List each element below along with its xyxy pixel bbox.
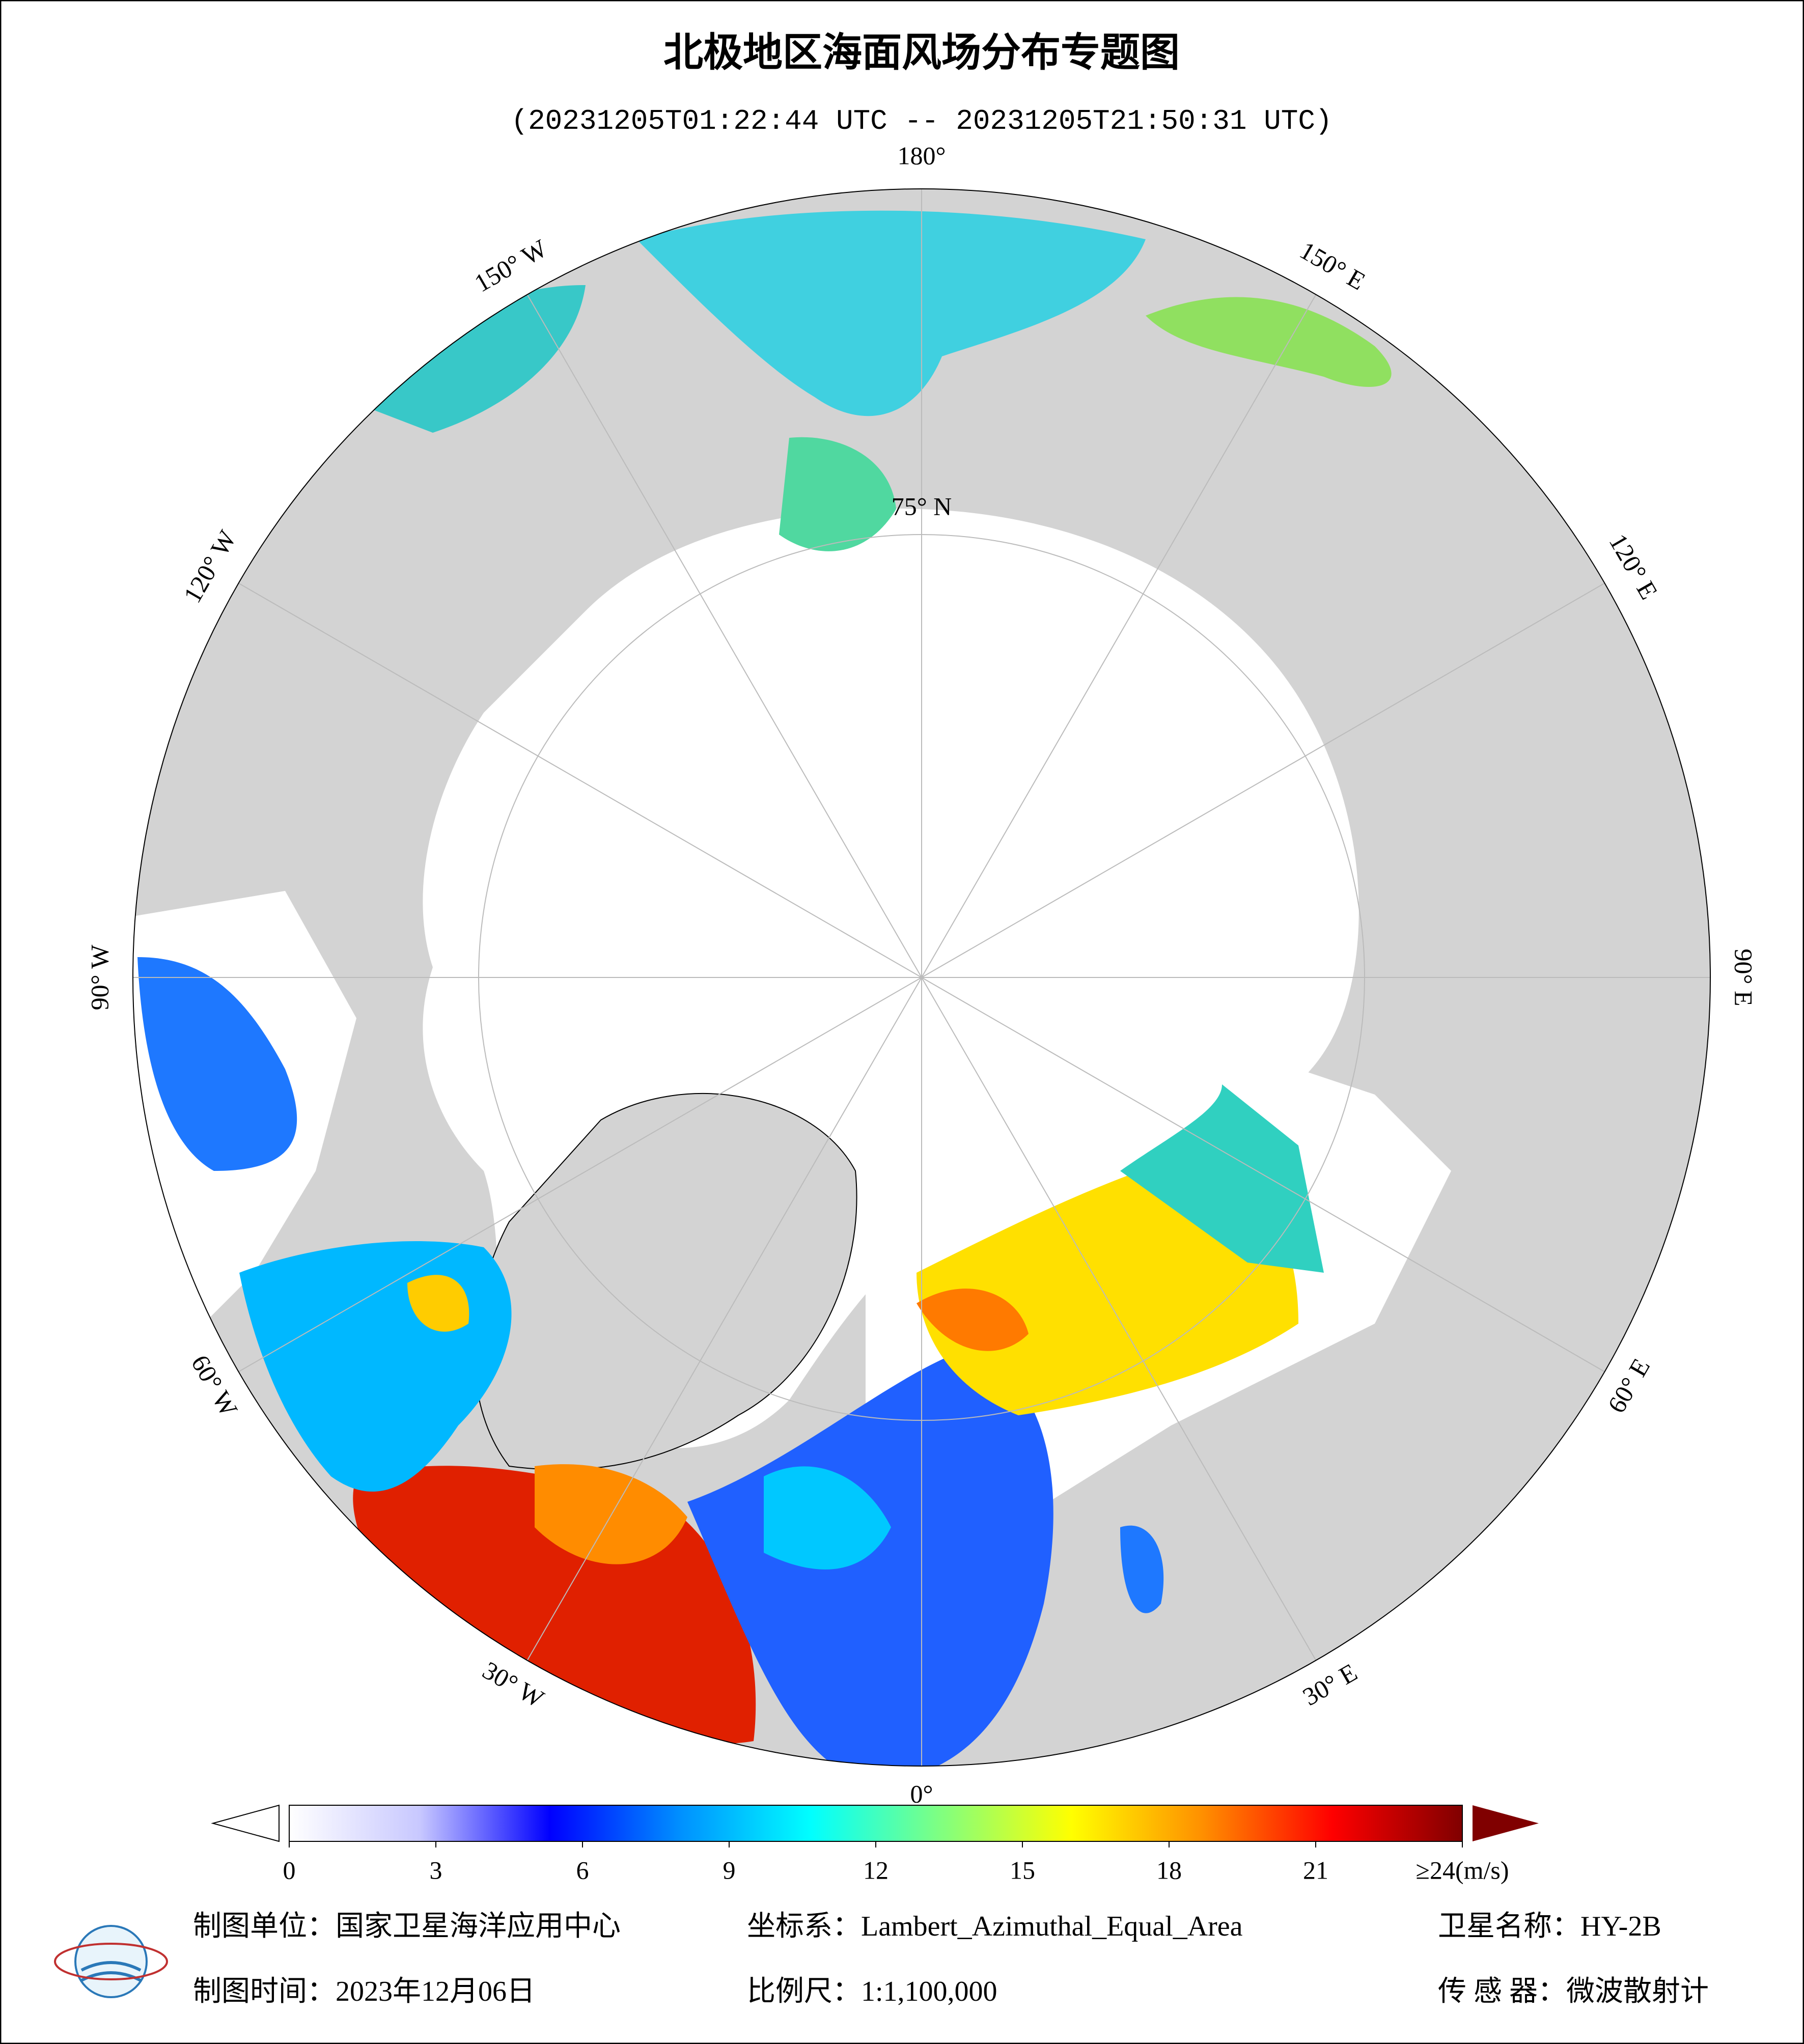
colorbar-tick-label: 18 [1156,1856,1182,1884]
colorbar-tick-label: 15 [1010,1856,1035,1884]
meridian [238,582,922,978]
meridian [921,294,1317,978]
logo-orbit [54,1943,168,1980]
wind-field [917,1289,1029,1351]
colorbar-tick-label: 12 [863,1856,889,1884]
colorbar-tick-label: 9 [723,1856,736,1884]
wind-field [535,1464,687,1564]
map-title: 北极地区海面风场分布专题图 [663,30,1180,75]
colorbar-tick-label: 0 [283,1856,296,1884]
longitude-label: 180° [898,141,946,170]
latitude-label: 75° N [892,492,952,520]
meridian [526,977,922,1661]
colorbar-over [1473,1805,1539,1841]
colorbar: 0 3 6 9 12 15 18 21 ≥24(m/s) [211,1804,1539,1884]
longitude-label: 90° E [1730,948,1758,1006]
map-subtitle: (20231205T01:22:44 UTC -- 20231205T21:50… [511,105,1332,137]
longitude-label: 0° [910,1779,933,1808]
footer-scale: 比例尺：1:1,100,000 [747,1976,997,2007]
meridian [526,294,922,978]
longitude-label: 90° W [85,944,114,1011]
wind-field [779,437,896,551]
wind-field [367,285,586,433]
colorbar-tick-label: 6 [576,1856,589,1884]
footer-date: 制图时间：2023年12月06日 [193,1976,535,2007]
footer-satellite: 卫星名称：HY-2B [1438,1911,1661,1942]
graticule [133,189,1710,1766]
footer-sensor: 传 感 器：微波散射计 [1438,1976,1709,2007]
wind-field [1120,1084,1324,1273]
map-boundary [132,188,1711,1767]
footer-crs: 坐标系：Lambert_Azimuthal_Equal_Area [747,1911,1243,1942]
wind-field [1120,1525,1164,1613]
wind-field [407,1275,469,1332]
wind-field [764,1466,891,1570]
meridian [238,977,922,1373]
logo [54,1925,168,1998]
wind-field [687,1349,1053,1766]
meridian [921,977,1317,1661]
colorbar-tick-label: 21 [1303,1856,1328,1884]
meridian [921,582,1605,978]
colorbar-tick-label: ≥24(m/s) [1416,1856,1509,1884]
meridian [921,977,1605,1373]
colorbar-tick-label: 3 [430,1856,442,1884]
wind-field [636,210,1146,416]
wind-field [1146,297,1392,387]
map-body [133,189,1710,1766]
footer-unit: 制图单位：国家卫星海洋应用中心 [193,1911,621,1942]
wind-field [137,957,297,1171]
colorbar-under [211,1804,280,1842]
colorbar-scale [289,1805,1463,1842]
